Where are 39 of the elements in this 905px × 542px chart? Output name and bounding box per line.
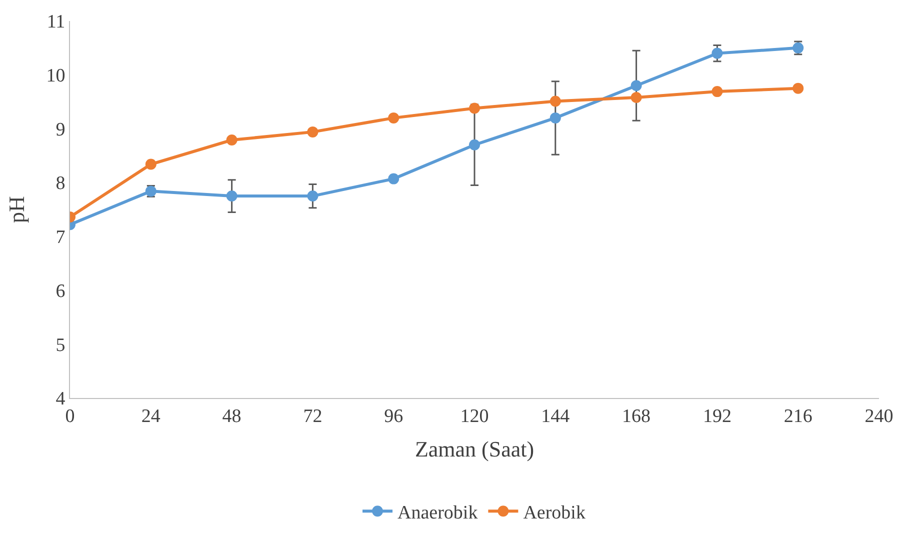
point [550, 96, 561, 107]
point [226, 190, 238, 202]
point [307, 190, 318, 202]
x-tick-label: 24 [141, 406, 161, 427]
y-tick-label: 9 [56, 119, 66, 140]
x-tick-label: 96 [384, 406, 404, 427]
x-tick-label: 48 [222, 406, 242, 427]
point [226, 134, 238, 146]
legend-label: Aerobik [523, 502, 586, 524]
y-tick-label: 10 [46, 66, 66, 87]
point [145, 158, 156, 170]
point [388, 112, 400, 124]
point [712, 86, 723, 98]
y-axis-title: pH [4, 196, 29, 223]
point [388, 173, 400, 184]
x-tick-label: 192 [702, 406, 732, 427]
point [792, 82, 804, 94]
point [630, 92, 642, 103]
x-tick-label: 72 [303, 406, 322, 427]
point [712, 48, 723, 59]
legend-label: Anaerobik [398, 502, 478, 524]
point [630, 80, 642, 92]
x-tick-label: 240 [864, 406, 894, 427]
y-tick-label: 11 [46, 12, 66, 33]
x-tick-label: 120 [460, 406, 489, 427]
point [550, 112, 561, 124]
point [469, 139, 480, 150]
point [307, 126, 318, 138]
x-tick-label: 168 [622, 406, 651, 427]
y-tick-label: 8 [56, 173, 66, 194]
point [469, 102, 480, 114]
x-tick-label: 216 [784, 406, 812, 427]
y-tick-label: 5 [56, 334, 66, 356]
y-tick-label: 4 [56, 388, 66, 410]
x-axis-title: Zaman (Saat) [414, 436, 534, 462]
x-tick-label: 144 [541, 406, 570, 427]
y-tick-label: 6 [56, 280, 66, 302]
x-tick-label: 0 [65, 406, 75, 427]
y-tick-label: 7 [56, 227, 66, 248]
